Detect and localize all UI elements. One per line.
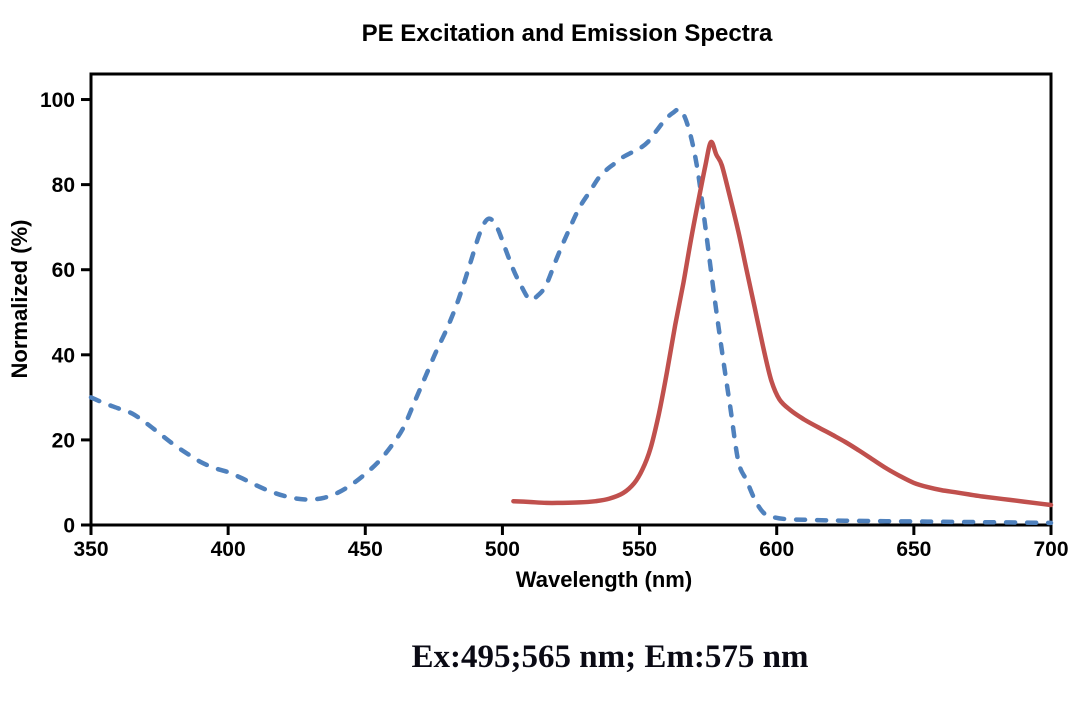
x-axis-title: Wavelength (nm) [516, 567, 692, 592]
x-axis: 350 400 450 500 550 600 650 700 [73, 525, 1069, 561]
spectra-annotation: Ex:495;565 nm; Em:575 nm [412, 639, 809, 675]
plot-border [89, 72, 1053, 527]
x-tick-label: 700 [1033, 538, 1068, 561]
chart-title: PE Excitation and Emission Spectra [362, 20, 773, 47]
x-tick-label: 450 [348, 538, 383, 561]
y-tick-label: 80 [52, 174, 75, 197]
y-tick-label: 100 [40, 89, 75, 112]
y-tick-label: 60 [52, 259, 75, 282]
y-tick-label: 20 [52, 429, 75, 452]
x-tick-label: 350 [73, 538, 108, 561]
x-tick-label: 600 [759, 538, 794, 561]
series-group [88, 107, 1054, 526]
x-tick-label: 400 [211, 538, 246, 561]
y-tick-label: 40 [52, 344, 75, 367]
x-tick-label: 550 [622, 538, 657, 561]
y-axis: 0 20 40 60 80 100 [40, 89, 91, 538]
excitation-curve [88, 107, 1054, 526]
x-tick-label: 500 [485, 538, 520, 561]
y-axis-title: Normalized (%) [7, 220, 32, 379]
y-tick-label: 0 [63, 515, 75, 538]
emission-curve [511, 139, 1054, 508]
x-tick-label: 650 [896, 538, 931, 561]
